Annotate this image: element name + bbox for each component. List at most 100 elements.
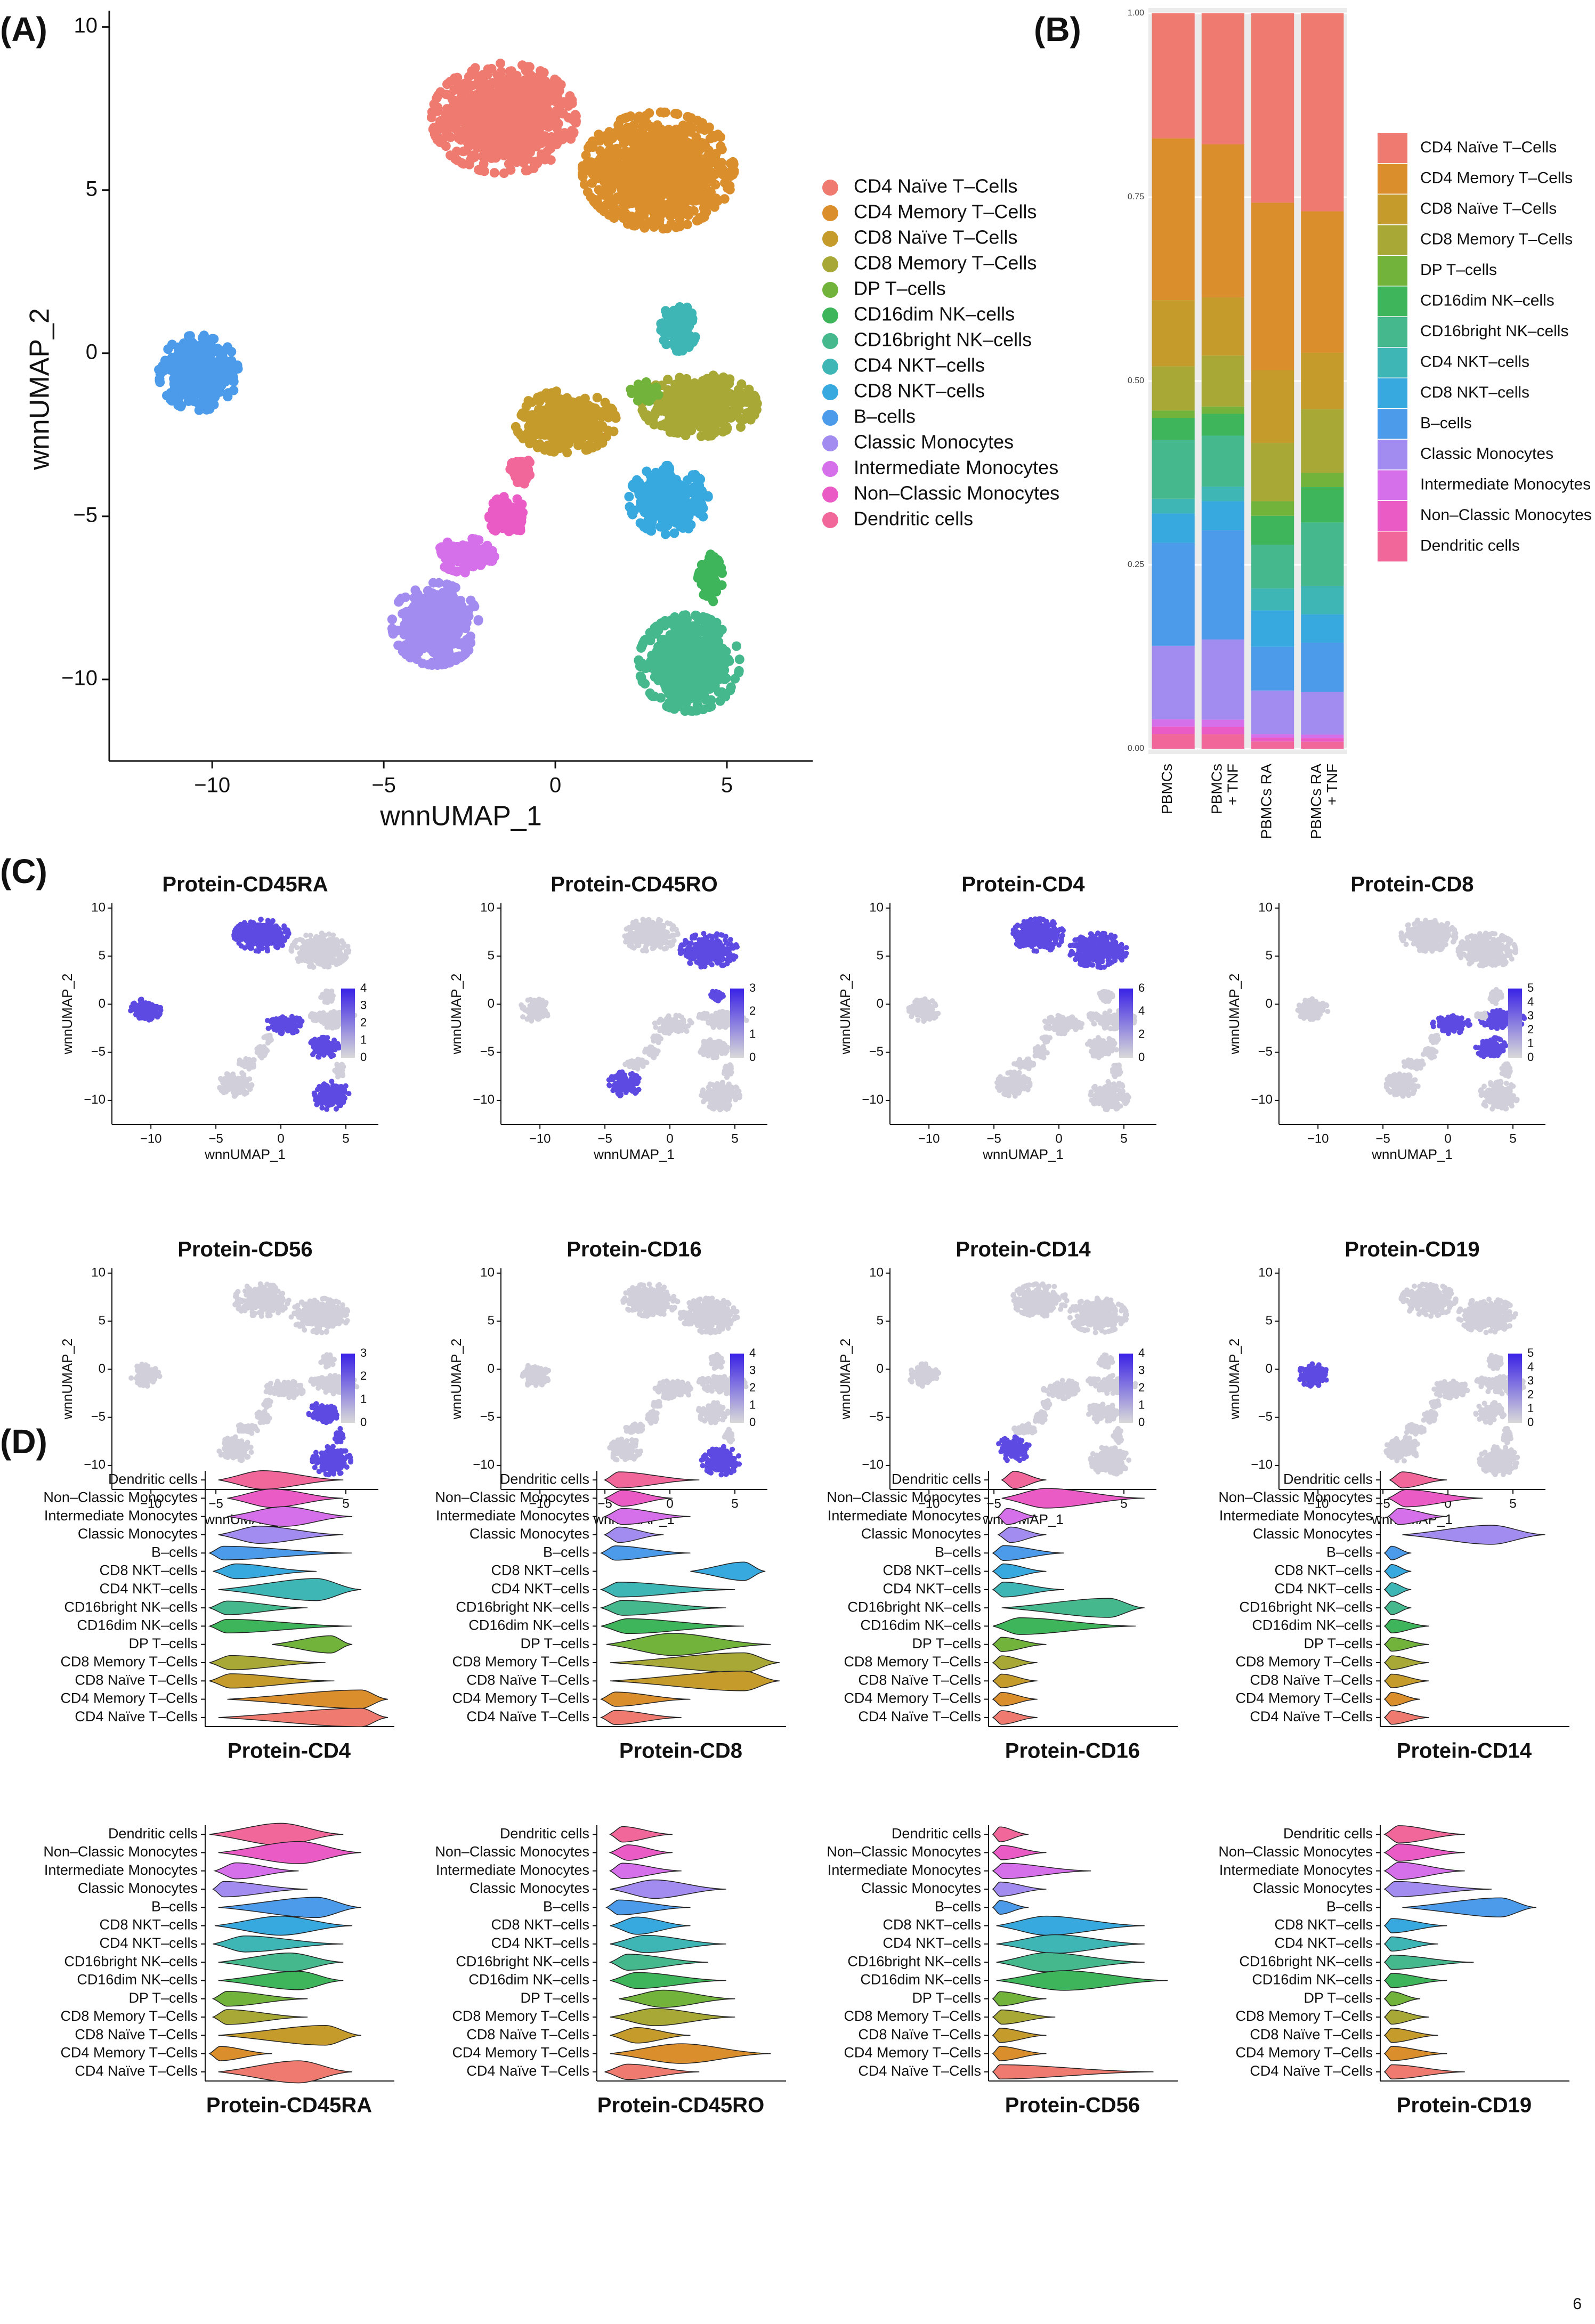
umap-point [675, 222, 684, 232]
umap-point [729, 166, 739, 176]
legend-label: CD16bright NK–cells [854, 329, 1032, 351]
umap-point [592, 393, 602, 403]
umap-point [499, 75, 509, 85]
umap-point [496, 67, 506, 77]
legend-swatch [822, 256, 838, 272]
umap-point [680, 208, 690, 218]
umap-point [637, 486, 647, 496]
umap-point [617, 191, 627, 201]
umap-point [699, 675, 708, 685]
umap-point [703, 145, 714, 156]
umap-point [180, 369, 190, 379]
legend-swatch [822, 307, 838, 323]
umap-point [716, 141, 726, 151]
umap-point [646, 220, 657, 230]
legend-swatch [822, 487, 838, 503]
umap-point [505, 66, 515, 76]
umap-point [678, 610, 689, 620]
umap-point [483, 96, 493, 107]
umap-point [628, 509, 637, 520]
umap-point [676, 341, 686, 351]
umap-point [635, 184, 645, 194]
umap-point [611, 205, 621, 215]
legend-label: DP T–cells [854, 278, 946, 299]
legend-label: B–cells [854, 406, 916, 427]
legend-label: Dendritic cells [854, 508, 973, 530]
umap-point [689, 692, 699, 702]
umap-point [708, 676, 718, 686]
umap-point [660, 419, 670, 429]
umap-point [557, 134, 568, 144]
cluster-points [634, 610, 744, 716]
umap-point [692, 623, 702, 633]
umap-point [641, 110, 651, 120]
umap-point [698, 503, 708, 513]
legend-label: CD16dim NK–cells [854, 303, 1015, 325]
legend-swatch [822, 384, 838, 400]
umap-point [172, 352, 182, 362]
umap-point [681, 125, 691, 135]
umap-point [675, 373, 685, 383]
umap-point [720, 692, 731, 702]
umap-point [449, 548, 459, 558]
umap-point [658, 185, 668, 195]
umap-point [553, 97, 563, 107]
umap-point [188, 338, 198, 348]
umap-point [574, 396, 585, 407]
umap-point [444, 648, 454, 658]
umap-point [681, 152, 691, 163]
umap-point [624, 492, 634, 501]
umap-point [622, 124, 632, 134]
x-tick-label: −5 [371, 774, 396, 797]
bar-segment [1152, 418, 1195, 440]
umap-point [500, 508, 510, 518]
umap-point [490, 525, 500, 536]
umap-point [432, 93, 441, 103]
umap-point [155, 377, 165, 387]
umap-point [524, 126, 535, 136]
umap-point [567, 433, 577, 443]
umap-point [699, 208, 709, 218]
umap-point [677, 512, 687, 522]
umap-point [536, 391, 546, 401]
umap-point [496, 59, 505, 68]
umap-points [154, 59, 762, 716]
umap-point [465, 159, 474, 169]
umap-point [678, 523, 688, 533]
umap-point [621, 112, 631, 123]
legend-label: CD8 NKT–cells [854, 380, 985, 402]
umap-point [709, 202, 719, 212]
cluster-points [624, 460, 713, 539]
umap-point [620, 160, 630, 171]
legend-swatch [822, 333, 838, 349]
umap-point [512, 139, 522, 149]
umap-point [530, 85, 540, 95]
umap-point [506, 116, 516, 126]
umap-point [709, 133, 719, 143]
umap-point [593, 157, 603, 166]
umap-point [723, 379, 733, 390]
umap-point [450, 98, 460, 108]
umap-point [651, 150, 661, 160]
umap-point [663, 329, 673, 339]
umap-point [641, 412, 651, 422]
umap-point [172, 376, 182, 386]
umap-point [538, 151, 548, 161]
umap-point [687, 316, 698, 326]
umap-point [479, 130, 489, 140]
umap-point [694, 474, 705, 484]
umap-point [746, 406, 756, 416]
legend-swatch [822, 435, 838, 451]
umap-point [470, 63, 480, 73]
umap-point [708, 596, 718, 606]
umap-point [162, 391, 172, 401]
umap-point [473, 615, 483, 625]
umap-point [388, 629, 398, 639]
umap-point [710, 577, 720, 587]
umap-point [655, 621, 665, 631]
umap-point [512, 494, 522, 504]
umap-point [424, 605, 434, 614]
umap-point [414, 608, 424, 618]
y-tick-label: 0.50 [1128, 376, 1144, 385]
